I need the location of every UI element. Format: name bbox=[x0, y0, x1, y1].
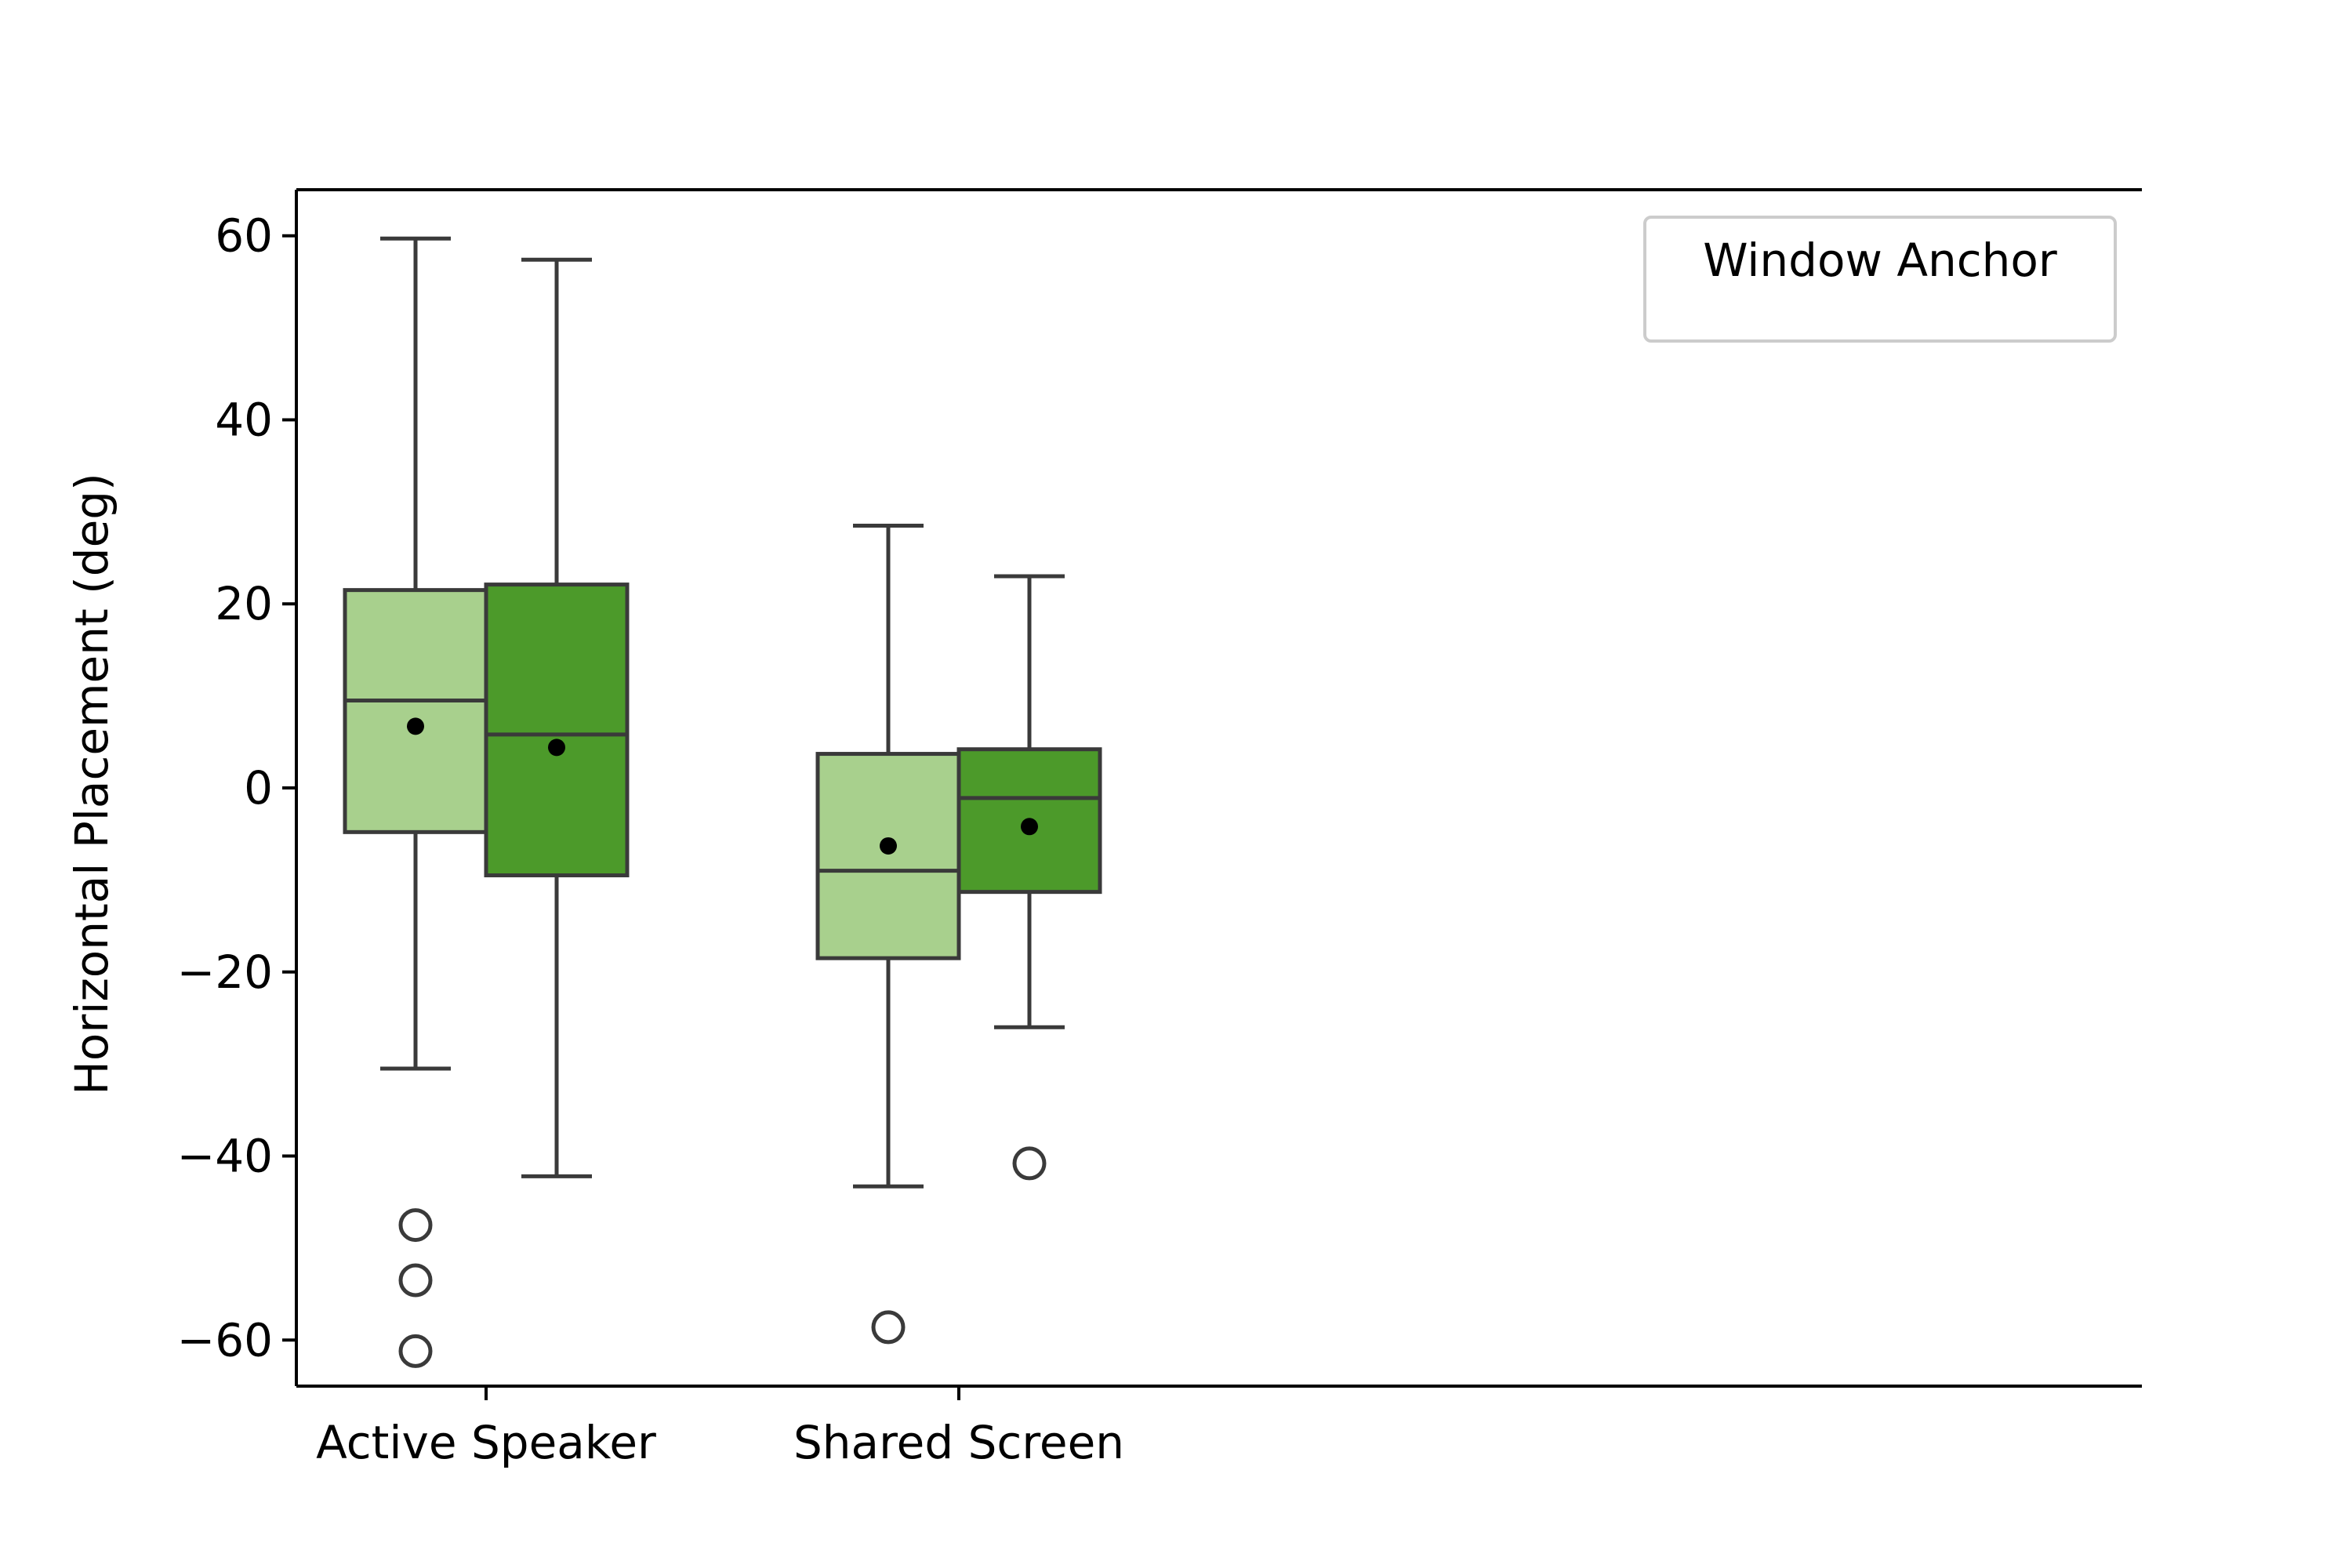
legend: Window Anchor bbox=[1643, 216, 2117, 343]
y-tick-label: −40 bbox=[177, 1130, 273, 1183]
y-axis-ticks: 60 40 20 0 −20 −40 −60 bbox=[177, 209, 296, 1367]
mean-point bbox=[548, 739, 565, 757]
y-axis-label: Horizontal Placement (deg) bbox=[65, 473, 118, 1094]
y-tick-label: 60 bbox=[215, 209, 273, 263]
iqr-box bbox=[343, 588, 488, 834]
plot-area bbox=[295, 188, 2142, 1388]
box-light-0 bbox=[343, 236, 488, 1368]
legend-title: Window Anchor bbox=[1703, 234, 2057, 287]
legend-box bbox=[1643, 216, 2117, 343]
iqr-box bbox=[484, 583, 630, 878]
mean-point bbox=[1021, 818, 1038, 836]
outlier-point bbox=[1012, 1146, 1047, 1181]
x-tick-label: Active Speaker bbox=[316, 1416, 656, 1469]
y-tick-label: 40 bbox=[215, 393, 273, 446]
outlier-point bbox=[398, 1208, 433, 1243]
iqr-box bbox=[815, 752, 961, 960]
outlier-point bbox=[871, 1310, 906, 1345]
mean-point bbox=[407, 717, 424, 735]
y-tick-label: 0 bbox=[244, 761, 273, 815]
box-dark-1 bbox=[956, 574, 1102, 1181]
y-tick-label: 20 bbox=[215, 577, 273, 630]
outlier-point bbox=[398, 1263, 433, 1298]
y-tick-label: −20 bbox=[177, 946, 273, 999]
box-dark-0 bbox=[484, 257, 630, 1178]
x-axis-ticks: Active Speaker Shared Screen bbox=[316, 1386, 1124, 1469]
mean-point bbox=[880, 837, 897, 855]
box-light-1 bbox=[815, 523, 961, 1345]
x-tick-label: Shared Screen bbox=[793, 1416, 1124, 1469]
outlier-point bbox=[398, 1334, 433, 1368]
y-tick-label: −60 bbox=[177, 1313, 273, 1367]
